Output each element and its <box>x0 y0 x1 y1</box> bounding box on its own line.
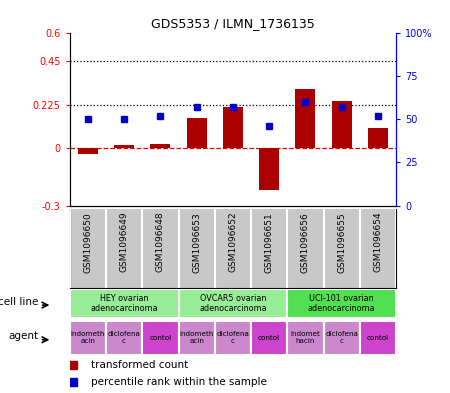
Text: diclofena
c: diclofena c <box>216 331 249 345</box>
Text: OVCAR5 ovarian
adenocarcinoma: OVCAR5 ovarian adenocarcinoma <box>199 294 267 313</box>
Bar <box>251 321 287 355</box>
Bar <box>223 107 243 148</box>
Text: agent: agent <box>8 331 38 341</box>
Text: GSM1096652: GSM1096652 <box>228 212 238 272</box>
Bar <box>106 321 142 355</box>
Bar <box>70 289 179 318</box>
Bar <box>295 89 315 148</box>
Bar <box>360 321 396 355</box>
Text: contol: contol <box>258 335 280 341</box>
Text: GSM1096648: GSM1096648 <box>156 212 165 272</box>
Bar <box>368 128 388 148</box>
Text: transformed count: transformed count <box>91 360 188 369</box>
Bar <box>150 144 171 148</box>
Text: UCI-101 ovarian
adenocarcinoma: UCI-101 ovarian adenocarcinoma <box>308 294 375 313</box>
Text: GSM1096656: GSM1096656 <box>301 212 310 273</box>
Text: GSM1096653: GSM1096653 <box>192 212 201 273</box>
Text: indometh
acin: indometh acin <box>71 331 105 345</box>
Text: cell line: cell line <box>0 297 38 307</box>
Bar <box>332 101 351 148</box>
Text: GSM1096650: GSM1096650 <box>83 212 92 273</box>
Bar <box>287 289 396 318</box>
Title: GDS5353 / ILMN_1736135: GDS5353 / ILMN_1736135 <box>151 17 315 30</box>
Bar <box>78 148 98 154</box>
Bar <box>287 321 324 355</box>
Bar <box>142 321 179 355</box>
Text: GSM1096655: GSM1096655 <box>337 212 346 273</box>
Text: diclofena
c: diclofena c <box>325 331 358 345</box>
Bar <box>259 148 279 190</box>
Text: contol: contol <box>367 335 389 341</box>
Text: percentile rank within the sample: percentile rank within the sample <box>91 377 267 387</box>
Text: GSM1096651: GSM1096651 <box>265 212 274 273</box>
Bar <box>179 289 287 318</box>
Bar <box>187 118 207 148</box>
Bar <box>179 321 215 355</box>
Bar <box>114 145 134 148</box>
Text: HEY ovarian
adenocarcinoma: HEY ovarian adenocarcinoma <box>90 294 158 313</box>
Text: contol: contol <box>149 335 171 341</box>
Bar <box>324 321 360 355</box>
Text: indomet
hacin: indomet hacin <box>290 331 320 345</box>
Bar <box>70 321 106 355</box>
Text: indometh
acin: indometh acin <box>180 331 214 345</box>
Text: diclofena
c: diclofena c <box>108 331 140 345</box>
Text: GSM1096649: GSM1096649 <box>120 212 129 272</box>
Bar <box>215 321 251 355</box>
Text: GSM1096654: GSM1096654 <box>374 212 382 272</box>
